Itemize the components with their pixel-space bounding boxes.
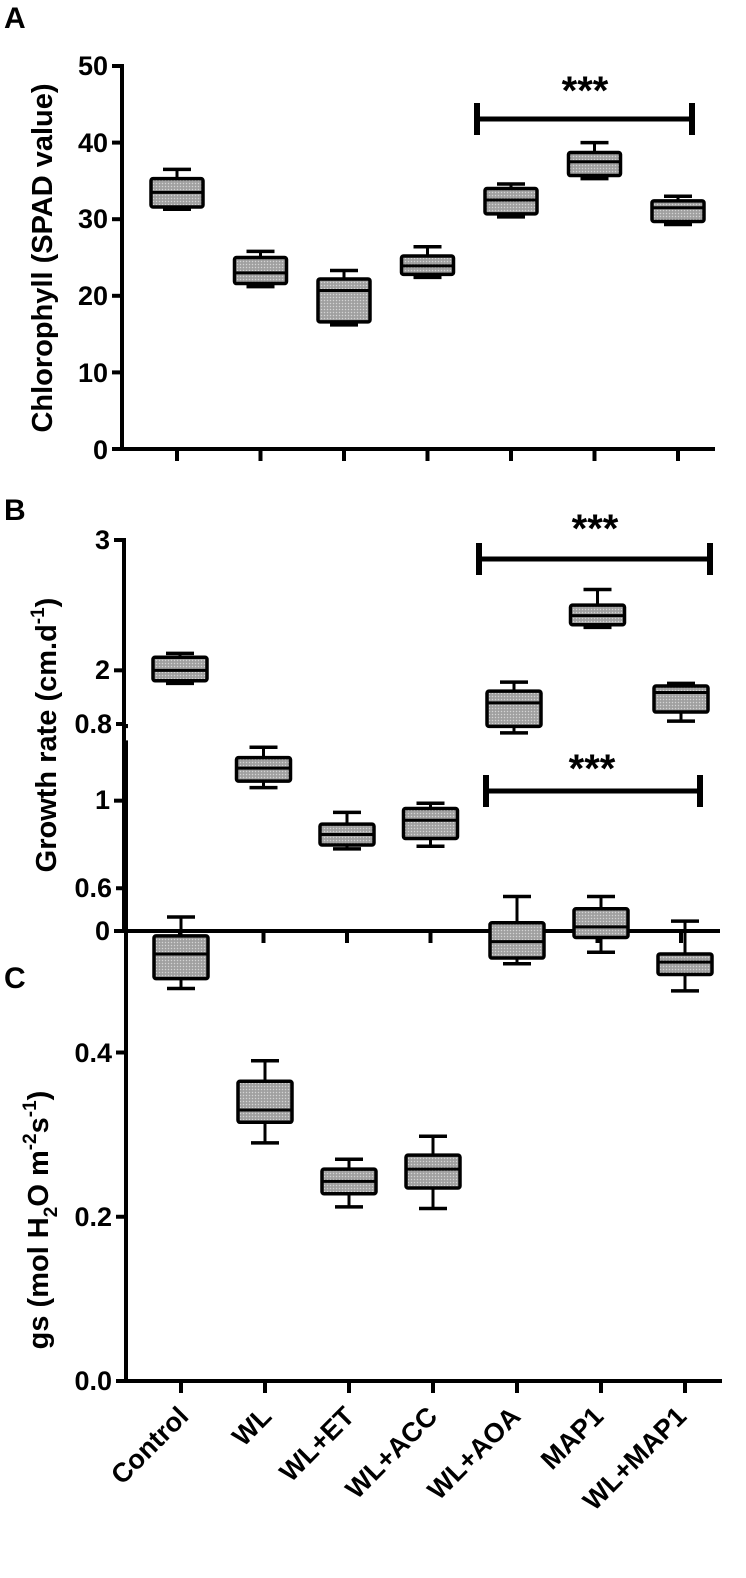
box: [650, 199, 706, 224]
box: [401, 806, 460, 841]
y-axis-label-a: Chlorophyll (SPAD value): [27, 83, 59, 432]
y-axis-label-b-main: Growth rate (cm.d: [31, 624, 63, 872]
box: [572, 907, 630, 940]
y-axis-label-c-sup1: -2: [20, 1133, 41, 1150]
significance-label-c: ***: [569, 747, 616, 791]
y-tick-label: 0.6: [74, 873, 112, 903]
box: [316, 277, 372, 324]
significance-label-b: ***: [572, 507, 619, 551]
box: [566, 150, 623, 178]
significance-label-a: ***: [562, 69, 609, 113]
box: [656, 952, 714, 977]
category-label: WL: [226, 1401, 277, 1452]
y-axis-label-b: Growth rate (cm.d-1): [28, 598, 63, 873]
chart-marks: [112, 64, 722, 1393]
y-ticks-b: 0 1 2 3: [95, 525, 110, 946]
y-tick-label: 0: [95, 916, 110, 946]
y-tick-label: 0.4: [74, 1038, 112, 1068]
y-axis-label-c-sub: 2: [41, 1207, 62, 1218]
y-tick-label: 3: [95, 525, 110, 555]
panel-label-a: A: [4, 2, 26, 35]
box: [152, 934, 210, 981]
y-tick-label: 10: [78, 358, 108, 388]
y-axis-label-c-sup2: -1: [20, 1100, 41, 1117]
y-axis-label-c-part1: gs (mol H: [23, 1217, 55, 1349]
box: [236, 1079, 294, 1125]
y-axis-label-c-part3: s: [23, 1117, 55, 1133]
category-label: Control: [105, 1401, 194, 1490]
y-tick-label: 0.8: [74, 709, 112, 739]
panel-b: B Growth rate (cm.d-1) 0 1 2 3 ***: [4, 494, 619, 946]
box: [232, 255, 289, 286]
y-axis-label-c-close: ): [23, 1091, 55, 1101]
y-axis-label-c-part2: O m: [23, 1150, 55, 1206]
y-tick-label: 50: [78, 51, 108, 81]
box: [485, 689, 543, 729]
y-axis-label-b-close: ): [31, 598, 63, 608]
y-tick-label: 0.2: [74, 1202, 112, 1232]
y-tick-label: 30: [78, 204, 108, 234]
panel-c: C gs (mol H2O m-2s-1) 0.0 0.2 0.4 0.6 0.…: [4, 709, 616, 1396]
y-axis-label-c: gs (mol H2O m-2s-1): [20, 1091, 62, 1350]
panel-a: A Chlorophyll (SPAD value) 0 10 20 30 40…: [4, 2, 609, 465]
box: [652, 684, 710, 714]
y-ticks-a: 0 10 20 30 40 50: [78, 51, 108, 465]
panel-label-b: B: [4, 494, 26, 527]
y-tick-label: 2: [95, 655, 110, 685]
category-label: MAP1: [535, 1401, 609, 1475]
y-tick-label: 40: [78, 128, 108, 158]
y-tick-label: 0.0: [74, 1366, 112, 1396]
y-tick-label: 0: [93, 435, 108, 465]
box: [404, 1153, 462, 1190]
y-tick-label: 1: [95, 785, 110, 815]
y-ticks-c: 0.0 0.2 0.4 0.6 0.8: [74, 709, 112, 1396]
y-tick-label: 20: [78, 281, 108, 311]
panel-label-c: C: [4, 962, 26, 995]
y-axis-label-b-sup: -1: [28, 607, 49, 624]
x-category-labels: Control WL WL+ET WL+ACC WL+AOA MAP1 WL+M…: [105, 1401, 692, 1516]
